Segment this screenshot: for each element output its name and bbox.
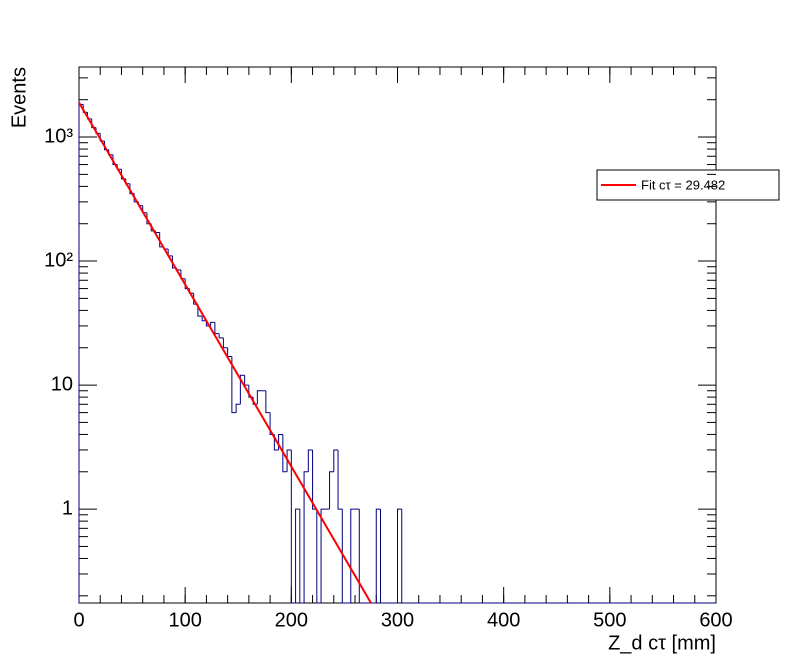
histogram-bin: [235, 403, 241, 413]
y-tick-label: 10²: [44, 249, 73, 271]
histogram-bin: [222, 337, 228, 349]
histogram-bin: [82, 104, 88, 113]
histogram-bin: [307, 449, 313, 472]
y-tick-label: 10: [51, 373, 73, 395]
histogram-bin: [316, 509, 322, 604]
histogram-bin: [341, 509, 347, 604]
histogram-bin: [78, 103, 84, 603]
histogram-bin: [375, 508, 381, 603]
histogram-bin: [286, 449, 292, 472]
x-tick-label: 400: [487, 609, 520, 631]
histogram-bin: [273, 434, 279, 451]
x-tick-label: 300: [381, 609, 414, 631]
histogram-bin: [227, 347, 232, 358]
histogram-bin: [231, 356, 237, 414]
histogram-bin: [290, 449, 296, 604]
histogram-bin: [333, 449, 339, 472]
histogram-bin: [256, 390, 262, 405]
x-tick-label: 200: [275, 609, 308, 631]
fit-line: [78, 101, 372, 604]
x-tick-label: 100: [168, 609, 201, 631]
histogram-bin: [295, 508, 300, 603]
histogram-bin: [154, 230, 160, 233]
histogram-bin: [244, 375, 249, 386]
histogram-bin: [320, 508, 326, 603]
histogram-bin: [337, 449, 343, 510]
histogram-bin: [99, 133, 105, 142]
histogram-bin: [218, 333, 224, 339]
histogram-bin: [350, 508, 356, 603]
histogram-bin: [201, 316, 207, 322]
x-tick-label: 500: [593, 609, 626, 631]
histogram-bin: [265, 390, 271, 414]
y-axis-label: Events: [8, 67, 30, 128]
histogram-bin: [329, 471, 334, 510]
y-tick-label: 1: [62, 497, 73, 519]
histogram-bin: [214, 322, 220, 335]
histogram-bin: [358, 509, 364, 604]
histogram-bin: [303, 471, 309, 603]
histogram-bin: [380, 509, 385, 604]
legend-label: Fit cτ = 29.482: [641, 177, 725, 192]
x-axis-label: Z_d cτ [mm]: [608, 632, 716, 654]
histogram-bin: [282, 434, 288, 473]
x-tick-label: 600: [699, 609, 732, 631]
histogram-bin: [239, 374, 245, 405]
histogram-bin: [397, 508, 402, 603]
y-tick-label: 10³: [44, 125, 73, 147]
histogram-bin: [401, 509, 406, 604]
histogram-bin: [210, 321, 215, 326]
histogram-bin: [299, 509, 305, 604]
x-tick-label: 0: [73, 609, 84, 631]
histogram-bin: [312, 449, 317, 510]
